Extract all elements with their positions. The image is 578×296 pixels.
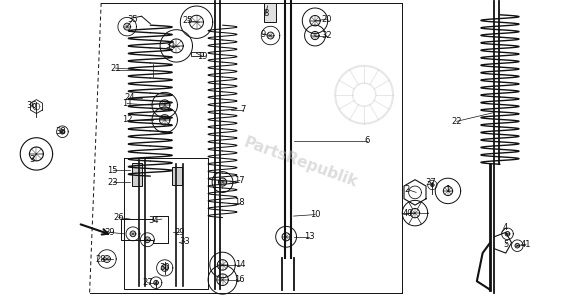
Text: 14: 14: [235, 260, 245, 269]
Text: 31: 31: [165, 41, 176, 50]
Text: 38: 38: [55, 127, 66, 136]
Text: 26: 26: [113, 213, 124, 222]
Bar: [172, 167, 182, 185]
Text: 16: 16: [235, 275, 245, 284]
Text: 33: 33: [180, 237, 190, 246]
Text: 29: 29: [174, 228, 184, 237]
Text: 34: 34: [148, 216, 158, 225]
Text: 36: 36: [27, 101, 37, 110]
Text: 30: 30: [160, 263, 170, 272]
Text: 22: 22: [451, 117, 462, 126]
Text: 37: 37: [425, 178, 436, 186]
Text: PartsRepublik: PartsRepublik: [242, 135, 360, 190]
Text: 40: 40: [402, 209, 413, 218]
Text: 35: 35: [128, 15, 138, 24]
Text: 19: 19: [197, 52, 208, 61]
Text: 15: 15: [108, 166, 118, 175]
Text: 1: 1: [445, 185, 451, 194]
Text: 3: 3: [29, 155, 35, 164]
Text: 6: 6: [364, 136, 370, 145]
Text: 20: 20: [321, 15, 332, 24]
Text: 12: 12: [122, 115, 132, 124]
Text: 7: 7: [240, 105, 246, 114]
Text: 41: 41: [521, 240, 531, 249]
Text: 24: 24: [125, 93, 135, 102]
Text: 32: 32: [321, 31, 332, 40]
Text: 39: 39: [105, 228, 115, 237]
Text: 17: 17: [235, 176, 245, 185]
Text: 9: 9: [260, 30, 266, 38]
Text: 23: 23: [108, 178, 118, 186]
Text: 25: 25: [183, 16, 193, 25]
Text: 18: 18: [235, 198, 245, 207]
Text: 21: 21: [110, 64, 121, 73]
Text: 5: 5: [503, 240, 509, 249]
Bar: [191, 52, 203, 56]
Text: 11: 11: [122, 99, 132, 108]
Text: 8: 8: [263, 9, 269, 18]
Text: 28: 28: [96, 255, 106, 263]
Text: 10: 10: [310, 210, 320, 219]
Text: 4: 4: [503, 223, 509, 232]
Text: 2: 2: [405, 185, 410, 194]
Bar: [132, 163, 142, 186]
Text: 13: 13: [304, 232, 314, 241]
Text: 27: 27: [142, 278, 153, 287]
Bar: [264, 3, 276, 22]
